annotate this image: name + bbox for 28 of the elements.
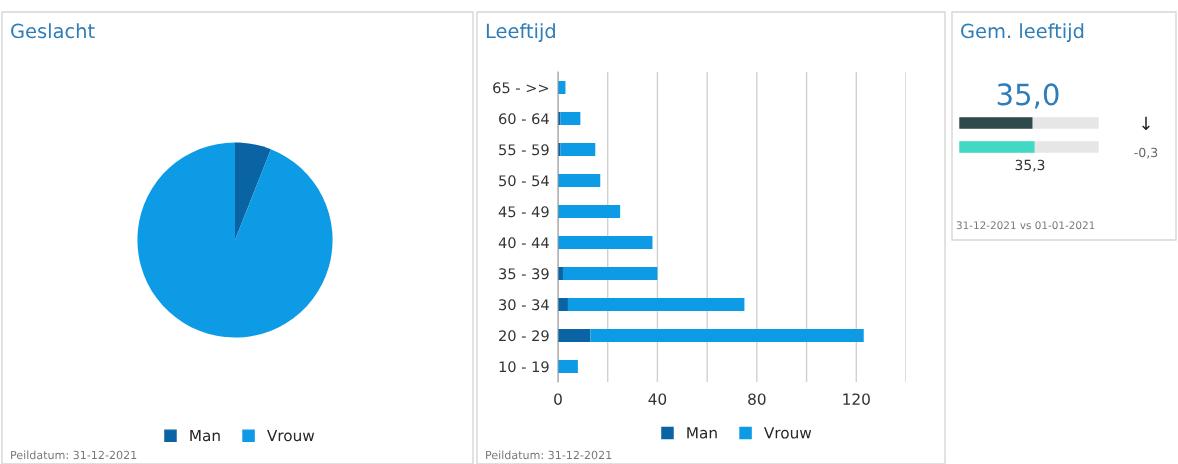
x-tick-label: 40: [648, 393, 667, 405]
text: 35,0: [997, 83, 1059, 109]
y-tick-label: 20 - 29: [499, 330, 549, 342]
x-tick-label: 0: [554, 393, 562, 405]
y-tick-label: 60 - 64: [499, 113, 549, 125]
legend-label: Vrouw: [267, 429, 315, 442]
y-tick-label: 65 - >>: [493, 82, 549, 94]
y-tick-label: 35 - 39: [499, 268, 549, 280]
legend-label: Man: [190, 429, 220, 442]
chart-title: Leeftijd: [486, 23, 555, 43]
y-tick-label: 50 - 54: [499, 175, 549, 187]
y-tick-label: 30 - 34: [499, 299, 549, 311]
text: -0,3: [1134, 147, 1158, 159]
chart-title: Geslacht: [11, 23, 95, 39]
legend-label: Man: [687, 427, 717, 439]
y-tick-label: 10 - 19: [499, 361, 549, 373]
y-tick-label: 45 - 49: [498, 206, 549, 218]
text: 31-12-2021 vs 01-01-2021: [956, 221, 1095, 230]
text: Peildatum: 31-12-2021: [486, 450, 612, 460]
text: ↓: [1142, 116, 1150, 131]
text: 35,3: [1015, 159, 1045, 172]
text: Peildatum: 31-12-2021: [11, 450, 137, 460]
text: Gem. leeftijd: [961, 23, 1084, 43]
y-tick-label: 55 - 59: [499, 144, 549, 156]
y-tick-label: 40 - 44: [498, 237, 549, 249]
x-tick-label: 80: [748, 393, 766, 405]
legend-label: Vrouw: [764, 427, 812, 439]
x-tick-label: 120: [843, 393, 870, 405]
